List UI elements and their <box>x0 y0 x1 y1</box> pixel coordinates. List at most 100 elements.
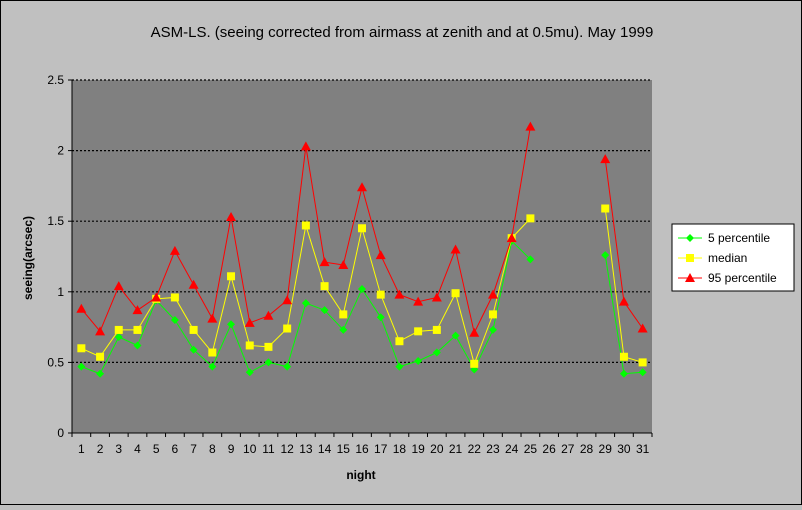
data-point-median <box>414 327 423 336</box>
legend-label: median <box>708 251 747 265</box>
x-axis-ticks: 1 2 3 4 5 6 7 8 9 10 11 12 13 14 15 16 17 18 19 20 21 22 23 24 2… <box>71 433 653 456</box>
data-point-median <box>245 341 254 350</box>
data-point-95-percentile <box>169 245 180 255</box>
data-point-5-percentile <box>301 299 310 308</box>
data-point-median <box>488 310 497 319</box>
data-point-median <box>77 344 86 353</box>
data-point-median <box>395 337 404 346</box>
data-point-median <box>170 293 179 302</box>
x-tick-label: 4 <box>134 442 141 456</box>
data-point-95-percentile <box>637 323 648 333</box>
legend-item-median: median <box>678 251 747 265</box>
data-point-median <box>133 325 142 334</box>
y-axis-label: seeing(arcsec) <box>21 216 35 300</box>
data-point-95-percentile <box>375 250 386 260</box>
data-point-95-percentile <box>151 292 162 302</box>
x-tick-label: 15 <box>337 442 351 456</box>
y-tick-label: 0 <box>57 426 64 440</box>
data-point-95-percentile <box>300 141 311 151</box>
data-point-median <box>638 358 647 367</box>
legend-label: 5 percentile <box>708 231 770 245</box>
data-point-5-percentile <box>358 284 366 293</box>
data-point-5-percentile <box>77 362 86 371</box>
data-point-5-percentile <box>526 255 535 264</box>
data-point-5-percentile <box>114 332 123 341</box>
data-point-5-percentile <box>638 368 647 377</box>
chart-title: ASM-LS. (seeing corrected from airmass a… <box>151 24 654 41</box>
y-tick-label: 1.5 <box>47 214 64 228</box>
data-point-95-percentile <box>413 296 424 306</box>
data-point-5-percentile <box>601 251 610 260</box>
x-tick-label: 5 <box>153 442 160 456</box>
data-point-95-percentile <box>338 259 349 269</box>
data-point-5-percentile <box>133 341 142 350</box>
data-point-median <box>451 289 460 298</box>
data-point-5-percentile <box>264 358 273 367</box>
data-point-5-percentile <box>245 368 254 377</box>
y-axis-ticks: 0 0.5 1 1.5 2 2.5 <box>47 73 72 440</box>
x-tick-label: 22 <box>468 442 482 456</box>
x-tick-label: 18 <box>393 442 407 456</box>
x-tick-label: 25 <box>524 442 538 456</box>
data-point-5-percentile <box>488 325 497 334</box>
x-tick-label: 23 <box>486 442 500 456</box>
data-point-95-percentile <box>600 154 611 164</box>
data-point-5-percentile <box>189 345 198 354</box>
data-point-median <box>320 282 329 291</box>
data-point-5-percentile <box>227 320 236 329</box>
x-tick-label: 10 <box>243 442 257 456</box>
data-point-median <box>432 325 441 334</box>
x-tick-label: 1 <box>78 442 85 456</box>
x-tick-label: 26 <box>542 442 556 456</box>
data-point-median <box>358 224 366 233</box>
data-point-median <box>601 204 610 213</box>
data-point-95-percentile <box>394 289 405 299</box>
data-point-95-percentile <box>188 279 199 289</box>
data-point-median <box>301 221 310 230</box>
x-tick-label: 20 <box>430 442 444 456</box>
axes <box>71 80 652 434</box>
series-median <box>77 204 647 368</box>
x-tick-label: 17 <box>374 442 388 456</box>
data-point-5-percentile <box>376 313 385 322</box>
x-tick-label: 21 <box>449 442 463 456</box>
x-tick-label: 28 <box>580 442 594 456</box>
x-tick-label: 19 <box>411 442 425 456</box>
data-point-95-percentile <box>450 244 461 254</box>
series-95-percentile <box>76 121 648 337</box>
data-point-95-percentile <box>431 292 442 302</box>
x-axis-label: night <box>346 468 375 482</box>
x-tick-label: 31 <box>636 442 650 456</box>
data-point-median <box>339 310 348 319</box>
data-point-95-percentile <box>132 305 143 315</box>
legend-marker <box>686 254 694 262</box>
plot-area <box>72 80 652 433</box>
data-point-5-percentile <box>339 325 348 334</box>
data-point-5-percentile <box>96 369 105 378</box>
data-point-median <box>208 348 217 357</box>
data-point-median <box>526 214 535 223</box>
data-point-median <box>189 325 198 334</box>
data-point-5-percentile <box>619 369 628 378</box>
data-point-95-percentile <box>357 182 367 192</box>
data-point-median <box>96 352 105 361</box>
data-point-95-percentile <box>263 310 274 320</box>
x-tick-label: 24 <box>505 442 519 456</box>
y-tick-label: 2.5 <box>47 73 64 87</box>
data-point-95-percentile <box>113 281 124 291</box>
data-point-median <box>376 290 385 299</box>
x-tick-label: 16 <box>355 442 369 456</box>
data-point-95-percentile <box>506 233 517 243</box>
data-point-95-percentile <box>226 211 237 221</box>
x-tick-label: 7 <box>190 442 197 456</box>
data-point-median <box>283 324 292 333</box>
x-tick-label: 12 <box>280 442 294 456</box>
data-point-95-percentile <box>282 295 293 305</box>
data-point-median <box>264 342 273 351</box>
x-tick-label: 9 <box>228 442 235 456</box>
x-tick-label: 3 <box>115 442 122 456</box>
data-point-95-percentile <box>95 326 106 336</box>
data-point-5-percentile <box>170 316 179 325</box>
data-point-5-percentile <box>208 362 217 371</box>
x-tick-label: 30 <box>617 442 631 456</box>
